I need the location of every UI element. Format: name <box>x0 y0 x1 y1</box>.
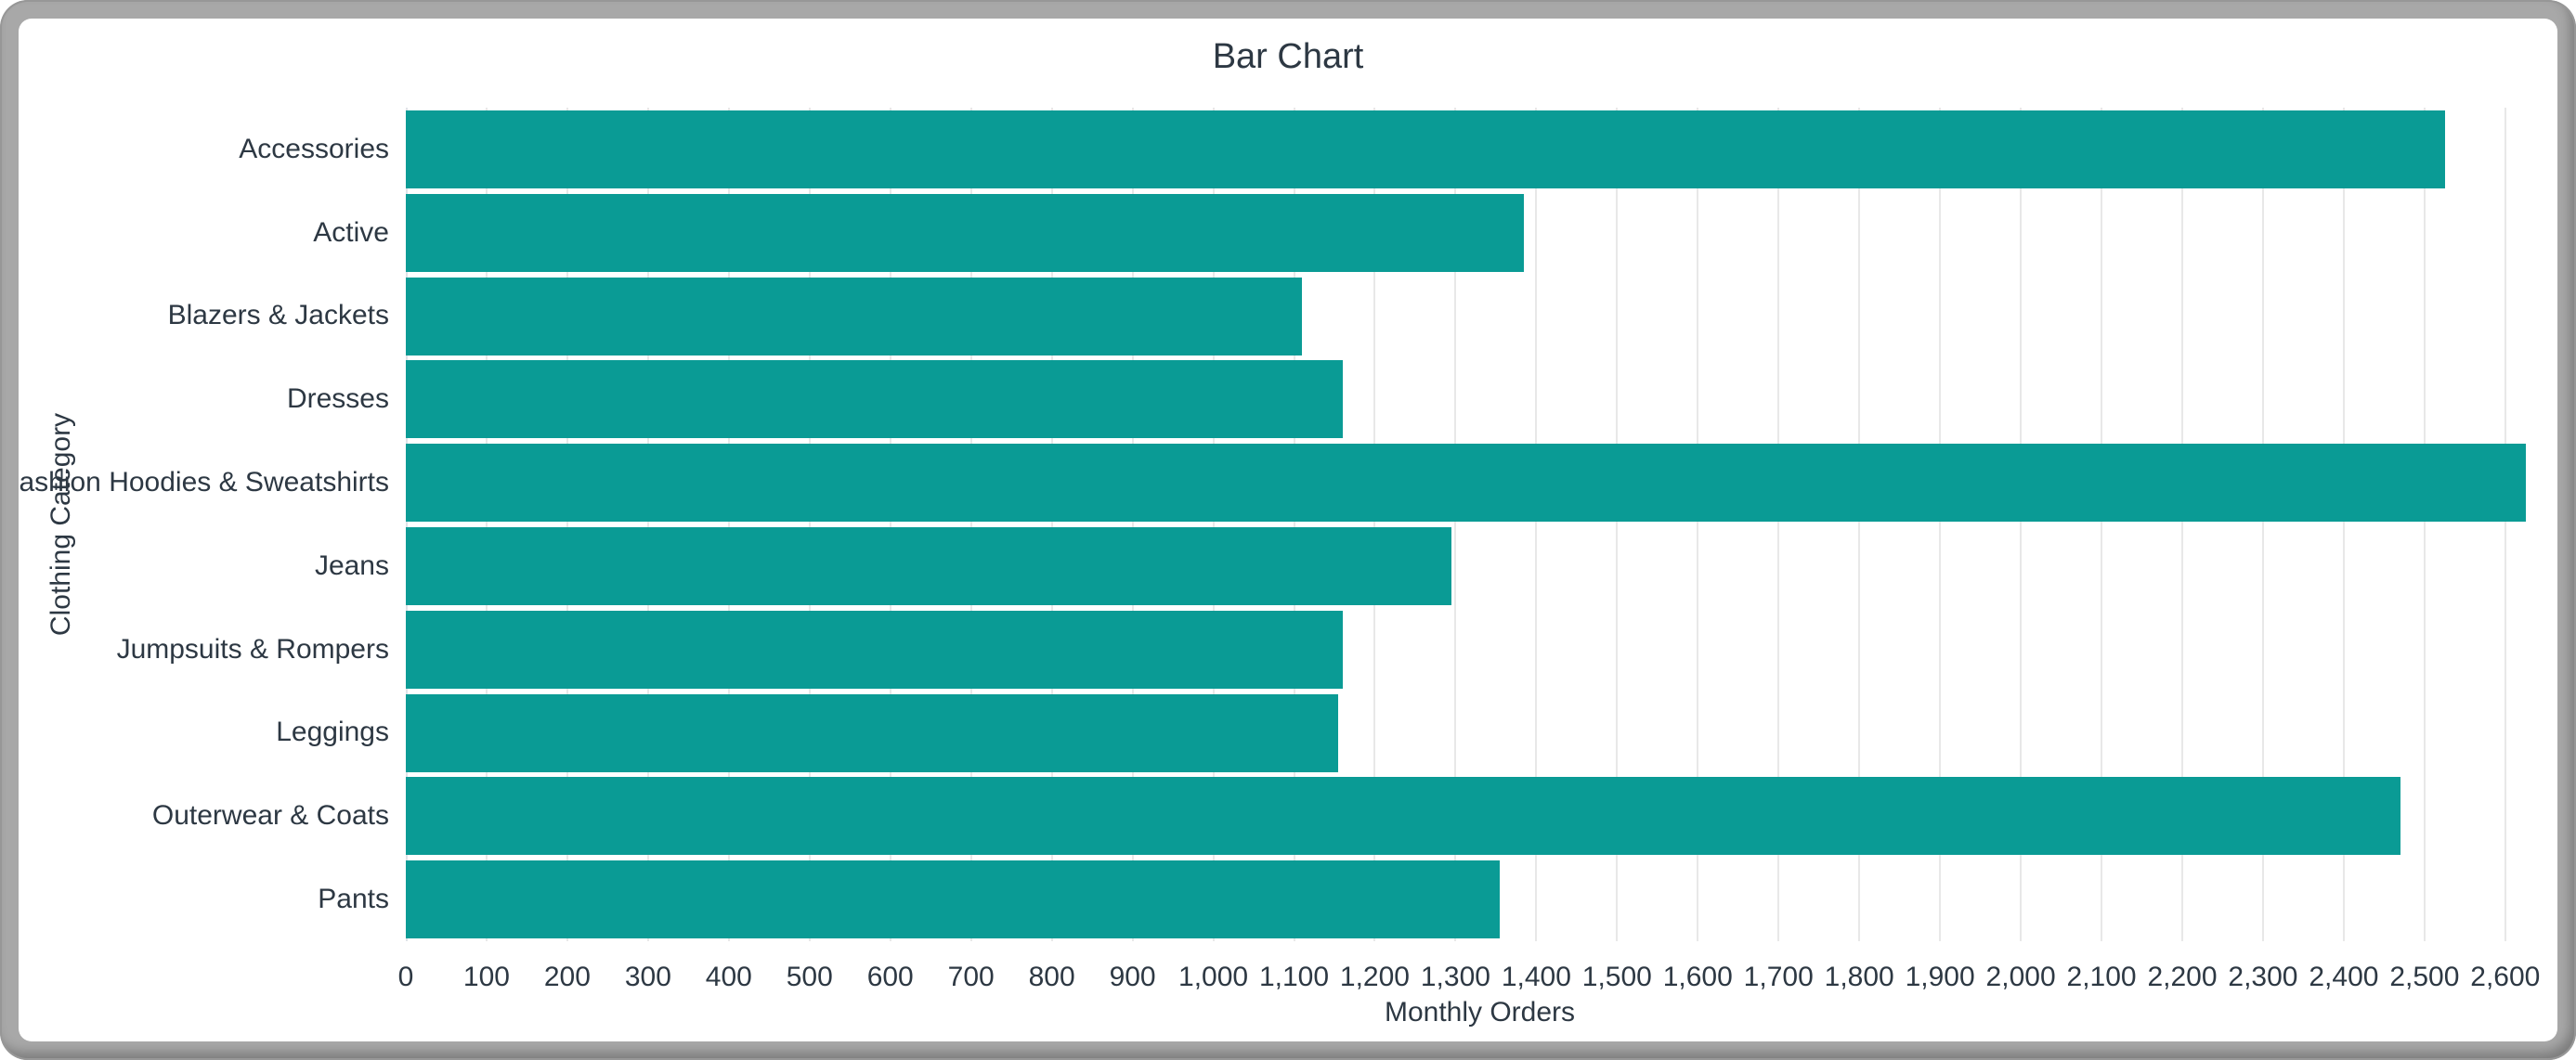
y-axis-spine <box>406 108 408 941</box>
gridline <box>2504 108 2506 941</box>
gridline <box>2181 108 2183 941</box>
x-tick-label: 500 <box>786 962 833 992</box>
x-tick-label: 1,700 <box>1743 962 1814 992</box>
gridline <box>1697 108 1699 941</box>
x-tick-label: 800 <box>1028 962 1075 992</box>
gridline <box>1939 108 1942 941</box>
x-tick-label: 2,600 <box>2470 962 2541 992</box>
gridline <box>2020 108 2023 941</box>
bar-dresses <box>406 360 1343 438</box>
gridline <box>2101 108 2103 941</box>
x-tick-label: 1,800 <box>1824 962 1894 992</box>
bar-leggings <box>406 694 1339 772</box>
x-tick-label: 2,500 <box>2389 962 2460 992</box>
plot-area <box>406 108 2554 941</box>
x-axis-title: Monthly Orders <box>1384 997 1576 1028</box>
gridline <box>1777 108 1780 941</box>
gridline <box>1858 108 1861 941</box>
chart-card: Bar Chart Clothing Category Accessories A… <box>19 19 2557 1041</box>
category-label: Accessories <box>239 133 389 164</box>
gridline <box>485 108 488 941</box>
bar-pants <box>406 860 1501 938</box>
bar-active <box>406 194 1525 272</box>
x-tick-label: 600 <box>866 962 914 992</box>
category-label: Leggings <box>276 717 389 748</box>
x-tick-label: 2,100 <box>2066 962 2137 992</box>
x-tick-label: 700 <box>947 962 995 992</box>
x-tick-label: 300 <box>624 962 671 992</box>
gridline <box>969 108 972 941</box>
category-label: Dresses <box>286 383 389 415</box>
gridline <box>1293 108 1295 941</box>
gridline <box>1050 108 1053 941</box>
gridline <box>1616 108 1619 941</box>
x-tick-label: 1,100 <box>1258 962 1330 992</box>
y-axis-category-labels: Accessories Active Blazers & Jackets Dresse… <box>19 108 389 941</box>
gridline <box>1212 108 1215 941</box>
x-tick-label: 900 <box>1109 962 1156 992</box>
x-tick-label: 1,200 <box>1339 962 1410 992</box>
x-tick-label: 100 <box>462 962 510 992</box>
category-label: Pants <box>318 884 389 915</box>
bar-jeans <box>406 527 1452 605</box>
chart-title: Bar Chart <box>1212 37 1364 76</box>
x-axis-tick-labels: 0 100 200 300 400 500 600 700 800 900 1,000 1,100 1,… <box>398 956 2554 993</box>
x-tick-label: 0 <box>397 962 414 992</box>
category-label: Active <box>313 216 389 248</box>
gridline <box>808 108 811 941</box>
bar-fashion-hoodies-sweatshirts <box>406 444 2526 522</box>
gridline <box>1131 108 1134 941</box>
gridline <box>566 108 568 941</box>
x-tick-label: 2,000 <box>1985 962 2056 992</box>
gridline <box>1535 108 1538 941</box>
category-label: Jeans <box>314 549 389 581</box>
x-tick-label: 1,900 <box>1905 962 1975 992</box>
gridline <box>646 108 649 941</box>
x-tick-label: 1,300 <box>1420 962 1490 992</box>
x-tick-label: 400 <box>705 962 752 992</box>
bar-blazers-jackets <box>406 278 1303 355</box>
x-tick-label: 1,400 <box>1501 962 1571 992</box>
bar-accessories <box>406 110 2445 188</box>
gridline <box>889 108 891 941</box>
category-label: Blazers & Jackets <box>167 300 389 331</box>
x-tick-label: 200 <box>543 962 591 992</box>
gridline <box>2342 108 2345 941</box>
gridline <box>1373 108 1376 941</box>
bar-jumpsuits-rompers <box>406 611 1343 689</box>
x-tick-label: 2,300 <box>2228 962 2298 992</box>
category-label: Outerwear & Coats <box>151 800 389 832</box>
category-label: Fashion Hoodies & Sweatshirts <box>19 467 389 498</box>
gridline <box>1454 108 1457 941</box>
x-tick-label: 2,400 <box>2309 962 2379 992</box>
x-tick-label: 2,200 <box>2147 962 2218 992</box>
bar-outerwear-coats <box>406 777 2400 855</box>
gridline <box>727 108 730 941</box>
x-tick-label: 1,000 <box>1178 962 1249 992</box>
gridline <box>2261 108 2264 941</box>
x-tick-label: 1,600 <box>1662 962 1733 992</box>
gridline <box>2423 108 2426 941</box>
x-tick-label: 1,500 <box>1581 962 1652 992</box>
category-label: Jumpsuits & Rompers <box>116 633 389 665</box>
